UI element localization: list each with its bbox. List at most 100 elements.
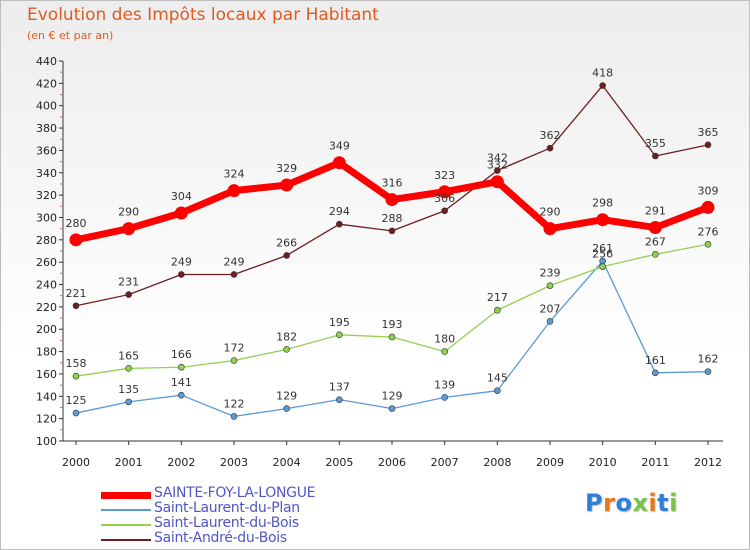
data-label: 207	[540, 302, 561, 315]
data-point	[652, 152, 659, 160]
data-point	[652, 369, 659, 377]
data-point	[599, 263, 606, 270]
y-tick-label: 260	[36, 256, 57, 269]
data-label: 129	[276, 390, 297, 403]
data-point	[125, 365, 132, 372]
data-label: 324	[224, 168, 245, 181]
y-tick-label: 360	[36, 144, 57, 157]
data-point	[388, 333, 396, 341]
data-label: 266	[276, 236, 297, 249]
data-label: 166	[171, 348, 192, 361]
data-point	[227, 184, 241, 198]
data-point	[178, 391, 185, 399]
data-point	[336, 396, 343, 403]
chart-subtitle: (en € et par an)	[27, 29, 114, 42]
data-label: 239	[540, 267, 561, 280]
y-tick-label: 380	[36, 122, 57, 135]
data-label: 139	[434, 378, 455, 391]
data-label: 349	[329, 140, 350, 153]
data-point	[178, 271, 185, 278]
data-point	[336, 220, 343, 228]
data-label: 165	[118, 349, 139, 362]
data-point	[704, 141, 712, 149]
data-label: 217	[487, 291, 508, 304]
data-point	[490, 175, 504, 189]
data-point	[546, 282, 554, 289]
data-point	[72, 409, 80, 417]
data-label: 294	[329, 205, 350, 218]
data-label: 122	[224, 397, 245, 410]
x-tick-label: 2002	[167, 456, 195, 469]
y-tick-label: 160	[36, 368, 57, 381]
data-label: 182	[276, 330, 297, 343]
data-label: 161	[645, 354, 666, 367]
data-point	[230, 357, 238, 364]
data-label: 162	[698, 353, 719, 366]
data-point	[704, 368, 712, 376]
data-point	[336, 331, 343, 339]
data-point	[596, 213, 610, 227]
y-tick-label: 120	[36, 413, 57, 426]
data-point	[178, 363, 185, 371]
data-point	[332, 156, 346, 170]
data-label: 306	[434, 192, 455, 205]
legend-swatch	[101, 539, 151, 541]
data-point	[546, 318, 554, 325]
x-tick-label: 2003	[220, 456, 248, 469]
data-point	[69, 233, 83, 247]
data-point	[174, 206, 188, 220]
data-point	[283, 346, 290, 353]
legend-label: Saint-Laurent-du-Plan	[154, 500, 300, 516]
data-label: 304	[171, 190, 192, 203]
data-label: 129	[382, 390, 403, 403]
data-point	[599, 82, 606, 89]
data-label: 280	[66, 217, 87, 230]
data-label: 125	[66, 394, 87, 407]
y-tick-label: 300	[36, 211, 57, 224]
x-tick-label: 2012	[694, 456, 722, 469]
x-tick-label: 2006	[378, 456, 406, 469]
data-label: 221	[66, 287, 87, 300]
y-tick-label: 220	[36, 301, 57, 314]
data-point	[72, 302, 80, 310]
data-label: 298	[592, 197, 613, 210]
data-label: 323	[434, 169, 455, 182]
data-point	[230, 413, 238, 420]
data-label: 332	[487, 159, 508, 172]
x-tick-label: 2010	[589, 456, 617, 469]
data-label: 309	[698, 184, 719, 197]
x-tick-label: 2001	[115, 456, 143, 469]
data-point	[388, 405, 396, 412]
data-label: 137	[329, 381, 350, 394]
y-tick-label: 240	[36, 279, 57, 292]
data-point	[125, 398, 132, 406]
data-label: 195	[329, 316, 350, 329]
data-label: 158	[66, 357, 87, 370]
data-point	[648, 221, 662, 235]
data-point	[230, 271, 238, 278]
legend-swatch	[101, 509, 151, 511]
y-tick-label: 340	[36, 167, 57, 180]
data-label: 288	[382, 212, 403, 225]
data-label: 249	[171, 255, 192, 268]
data-point	[441, 348, 448, 355]
data-point	[283, 405, 290, 412]
data-label: 193	[382, 318, 403, 331]
data-label: 355	[645, 137, 666, 150]
x-tick-label: 2009	[536, 456, 564, 469]
data-label: 141	[171, 376, 192, 389]
data-point	[494, 387, 501, 395]
legend-label: Saint-Laurent-du-Bois	[154, 515, 299, 531]
data-point	[438, 185, 452, 199]
data-point	[388, 227, 396, 235]
x-tick-label: 2011	[641, 456, 669, 469]
data-point	[280, 178, 294, 192]
y-tick-label: 180	[36, 346, 57, 359]
data-label: 261	[592, 242, 613, 255]
legend-swatch	[101, 524, 151, 526]
data-label: 180	[434, 333, 455, 346]
y-tick-label: 200	[36, 323, 57, 336]
x-tick-label: 2004	[273, 456, 301, 469]
data-point	[546, 144, 554, 152]
